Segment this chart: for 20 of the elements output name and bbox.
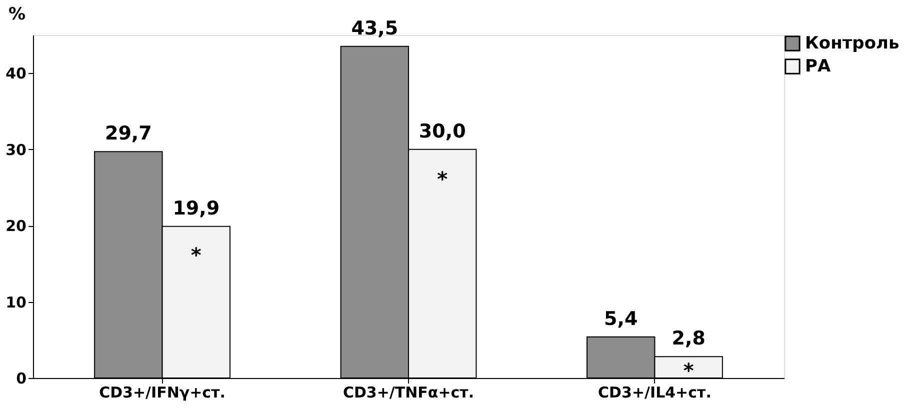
y-tick-label: 20 xyxy=(6,217,26,236)
data-label: 5,4 xyxy=(604,308,638,330)
data-label: 2,8 xyxy=(672,328,706,350)
y-tick-label: 0 xyxy=(16,370,26,388)
x-tick-label: CD3+/TNFα+ст. xyxy=(342,384,474,402)
data-label: 19,9 xyxy=(172,197,220,220)
data-label: 30,0 xyxy=(418,120,466,142)
legend-label: Контроль xyxy=(805,34,900,54)
y-tick-label: 10 xyxy=(6,293,26,312)
y-axis-title: % xyxy=(8,4,26,24)
x-tick-label: CD3+/IL4+ст. xyxy=(598,384,712,402)
annotation: * xyxy=(683,358,694,382)
annotation: * xyxy=(437,167,448,192)
data-label: 43,5 xyxy=(351,17,398,40)
x-tick-label: CD3+/IFNγ+ст. xyxy=(99,384,226,402)
data-label: 29,7 xyxy=(104,122,152,145)
legend-label: РА xyxy=(805,56,832,76)
y-tick-label: 40 xyxy=(6,64,26,83)
y-tick-label: 30 xyxy=(6,140,26,159)
annotation: * xyxy=(190,243,202,268)
